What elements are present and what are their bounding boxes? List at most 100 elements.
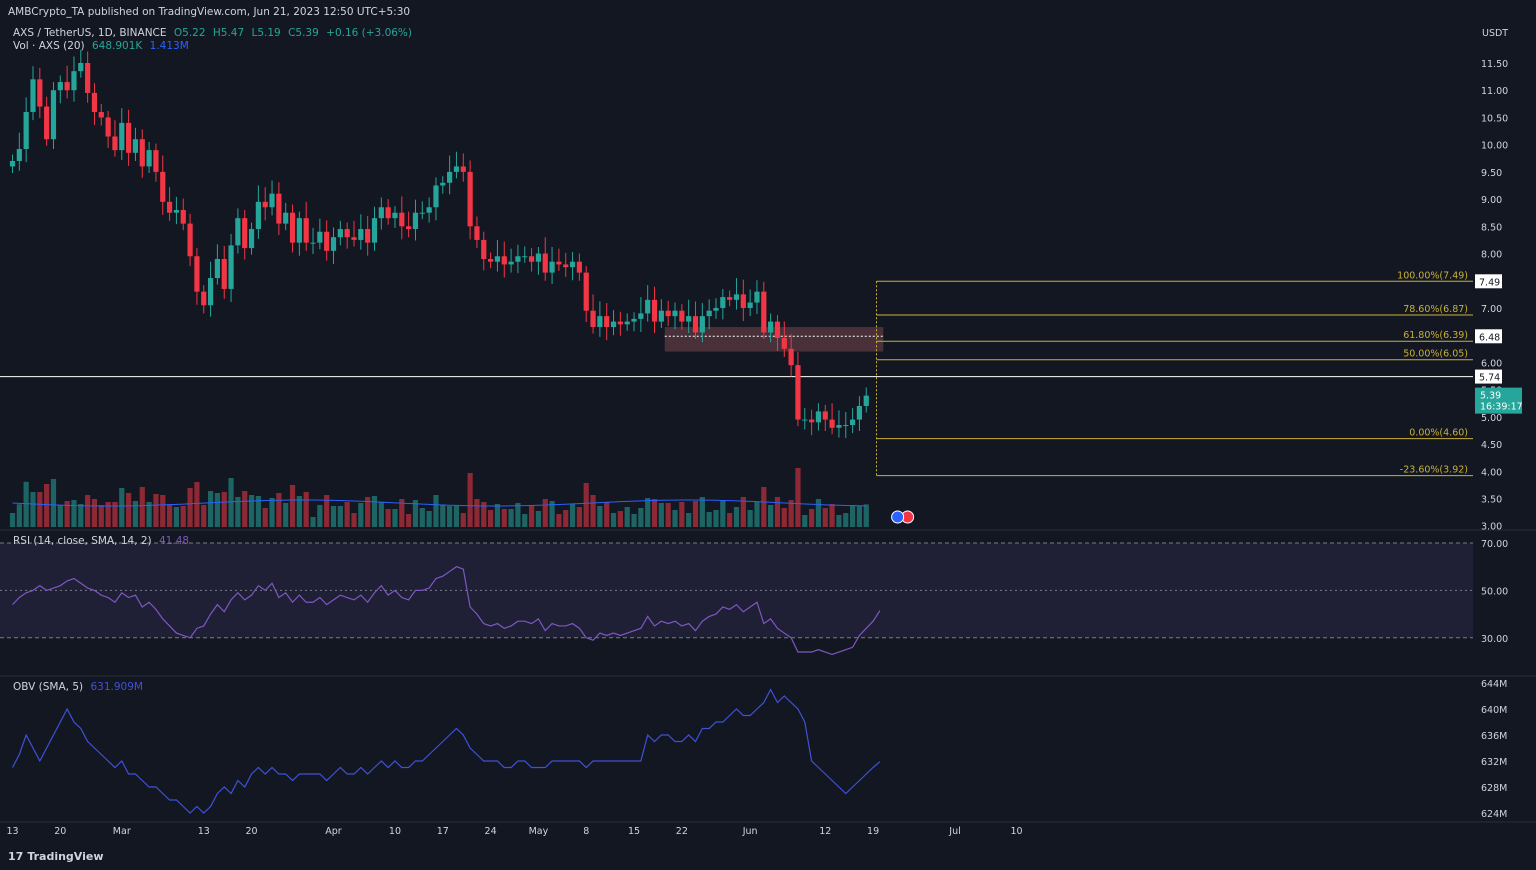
candle — [836, 410, 842, 438]
volume-bar — [528, 506, 535, 527]
volume-bar — [289, 485, 296, 527]
candle — [399, 196, 405, 240]
volume-bar — [365, 497, 371, 527]
volume-bar — [207, 491, 214, 527]
candle — [740, 279, 746, 322]
candle — [754, 280, 760, 314]
volume-bar — [590, 495, 596, 527]
price-tick-label: 11.50 — [1481, 59, 1508, 70]
candle — [679, 304, 685, 330]
candle — [624, 313, 630, 331]
price-tick-label: 3.00 — [1481, 522, 1502, 533]
price-badge-label: 6.48 — [1479, 332, 1500, 343]
volume-bar — [720, 500, 726, 527]
volume-bar — [658, 503, 664, 527]
volume-bar — [781, 508, 787, 527]
candle — [44, 96, 50, 146]
candle — [508, 248, 514, 273]
candle-body — [221, 258, 227, 289]
candle-body — [371, 218, 378, 243]
volume-bar — [242, 491, 248, 527]
candle — [296, 211, 302, 256]
price-tick-label: 7.00 — [1481, 304, 1502, 315]
candle-body — [91, 92, 98, 112]
volume-bar — [248, 495, 255, 527]
candle — [50, 82, 57, 150]
price-badge-label: 7.49 — [1479, 277, 1500, 288]
time-tick-label: 20 — [54, 826, 66, 837]
candle — [788, 334, 794, 377]
candle-body — [166, 201, 173, 213]
candle-body — [658, 310, 664, 322]
volume-bar — [44, 484, 50, 527]
candle-body — [576, 261, 582, 273]
candle — [187, 213, 193, 267]
volume-bar — [433, 495, 439, 527]
volume-bar — [727, 513, 733, 527]
symbol-name[interactable]: AXS / TetherUS, 1D, BINANCE — [13, 27, 167, 39]
volume-bar — [460, 513, 466, 527]
volume-bar — [706, 512, 712, 527]
candle-body — [440, 182, 446, 186]
candle — [324, 220, 330, 261]
candle — [146, 141, 152, 173]
candle — [9, 154, 16, 173]
candle — [228, 233, 234, 302]
rsi-label[interactable]: RSI (14, close, SMA, 14, 2) — [13, 535, 152, 547]
volume-bar — [153, 494, 159, 527]
candle — [488, 252, 494, 269]
volume-legend: Vol · AXS (20) 648.901K 1.413M — [13, 40, 193, 52]
candle — [105, 110, 111, 148]
candle — [720, 288, 726, 320]
volume-bar — [515, 503, 521, 527]
candle — [255, 185, 261, 239]
candle-body — [351, 237, 357, 240]
candle — [856, 396, 863, 432]
candle-body — [863, 395, 869, 406]
volume-bar — [440, 505, 446, 527]
volume-ma-value: 1.413M — [149, 40, 189, 52]
candle-body — [488, 258, 494, 262]
candle-body — [686, 316, 692, 322]
tradingview-logo[interactable]: 17 TradingView — [8, 850, 104, 863]
volume-bar — [399, 499, 405, 527]
candle-body — [706, 310, 712, 317]
candle-body — [269, 193, 275, 208]
time-tick-label: 17 — [437, 826, 449, 837]
ohlc-close: C5.39 — [288, 27, 319, 39]
candle-body — [563, 264, 569, 268]
candle — [829, 403, 835, 435]
candle-body — [146, 150, 152, 167]
candle — [194, 248, 200, 305]
candle — [686, 299, 692, 334]
obv-label[interactable]: OBV (SMA, 5) — [13, 681, 84, 693]
volume-bar — [194, 482, 200, 527]
candle-body — [809, 419, 815, 423]
volume-bar — [330, 506, 337, 527]
candle — [207, 261, 214, 317]
ohlc-low: L5.19 — [251, 27, 281, 39]
obv-tick-label: 628M — [1481, 783, 1507, 794]
volume-bar — [221, 492, 227, 527]
candle-body — [815, 411, 822, 423]
volume-bar — [774, 497, 781, 527]
candle — [248, 222, 255, 255]
volume-bar — [645, 498, 651, 527]
candle-body — [344, 229, 350, 238]
volume-bar — [310, 517, 316, 527]
price-badge-label: 5.74 — [1479, 373, 1500, 384]
candle-body — [795, 365, 801, 420]
candle-body — [665, 310, 671, 317]
volume-bar — [16, 504, 22, 527]
candle-body — [50, 90, 57, 140]
candle-body — [569, 261, 576, 268]
volume-label[interactable]: Vol · AXS (20) — [13, 40, 85, 52]
candle — [289, 204, 296, 253]
economic-event-icon — [891, 510, 905, 524]
price-chart[interactable]: 100.00%(7.49) 78.60%(6.87) 61.80%(6.39) 50.… — [0, 0, 1536, 842]
volume-value: 648.901K — [92, 40, 143, 52]
candle-body — [399, 212, 405, 227]
candle — [351, 220, 357, 247]
volume-bar — [686, 513, 692, 527]
candle-body — [85, 63, 91, 93]
